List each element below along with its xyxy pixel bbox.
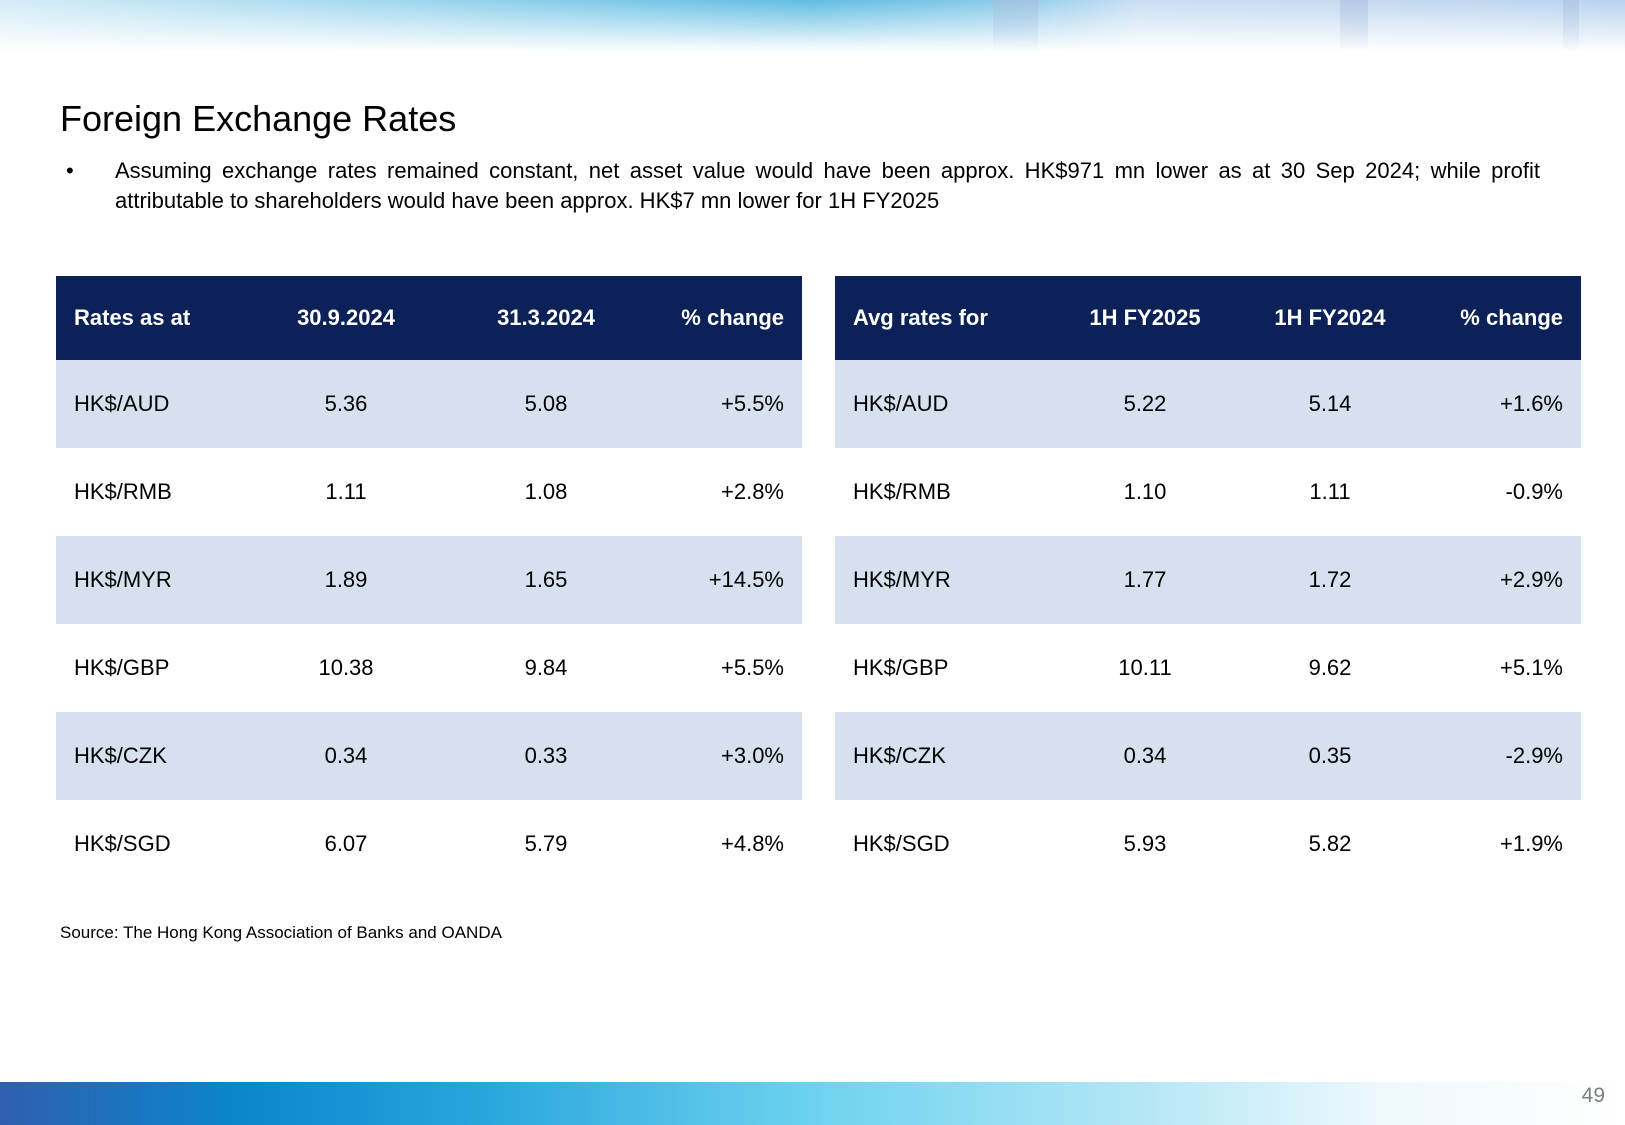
source-note: Source: The Hong Kong Association of Ban…: [60, 923, 502, 942]
rate-cell: 5.14: [1245, 360, 1415, 448]
rate-cell: 5.93: [1123, 831, 1167, 856]
currency-pair-cell: HK$/MYR: [56, 536, 246, 624]
currency-pair-cell: HK$/SGD: [74, 831, 171, 856]
period-end-rates-table: Rates as at 30.9.2024 31.3.2024 % change…: [56, 276, 802, 888]
table-row: HK$/CZK 0.34 0.33 +3.0%: [56, 712, 802, 800]
average-rates-table: Avg rates for 1H FY2025 1H FY2024 % chan…: [835, 276, 1581, 888]
rate-cell: 9.62: [1308, 655, 1352, 680]
rate-cell: 6.07: [324, 831, 368, 856]
bullet-icon: •: [66, 158, 74, 183]
currency-pair-cell: HK$/CZK: [56, 712, 246, 800]
table-row: HK$/MYR 1.89 1.65 +14.5%: [56, 536, 802, 624]
table-row: HK$/MYR 1.77 1.72 +2.9%: [835, 536, 1581, 624]
table-row: HK$/SGD 5.93 5.82 +1.9%: [835, 800, 1581, 888]
banner-block: [993, 0, 1038, 52]
rate-cell: 5.82: [1308, 831, 1352, 856]
currency-pair-cell: HK$/SGD: [853, 831, 950, 856]
rate-cell: 1.77: [1045, 536, 1245, 624]
rate-cell: 1.72: [1245, 536, 1415, 624]
currency-pair-cell: HK$/GBP: [853, 655, 949, 680]
column-header: 31.3.2024: [446, 276, 646, 360]
table-row: HK$/AUD 5.22 5.14 +1.6%: [835, 360, 1581, 448]
currency-pair-cell: HK$/CZK: [835, 712, 1045, 800]
table-row: HK$/AUD 5.36 5.08 +5.5%: [56, 360, 802, 448]
top-banner: [0, 0, 1625, 52]
rate-cell: 5.22: [1045, 360, 1245, 448]
bullet-text: Assuming exchange rates remained constan…: [115, 158, 1540, 213]
column-header: 30.9.2024: [246, 276, 446, 360]
banner-block: [1340, 0, 1368, 52]
column-header: % change: [1415, 276, 1581, 360]
currency-pair-cell: HK$/GBP: [74, 655, 170, 680]
rate-cell: 1.08: [524, 479, 568, 504]
change-cell: +14.5%: [646, 536, 802, 624]
rate-cell: 10.38: [318, 655, 374, 680]
table-header-row: Avg rates for 1H FY2025 1H FY2024 % chan…: [835, 276, 1581, 360]
change-cell: -0.9%: [1505, 479, 1563, 504]
currency-pair-cell: HK$/AUD: [56, 360, 246, 448]
rate-cell: 0.33: [446, 712, 646, 800]
rate-cell: 0.34: [1045, 712, 1245, 800]
rate-cell: 1.11: [1309, 479, 1351, 504]
table-row: HK$/RMB 1.11 1.08 +2.8%: [56, 448, 802, 536]
change-cell: +5.1%: [1500, 655, 1563, 680]
table-row: HK$/RMB 1.10 1.11 -0.9%: [835, 448, 1581, 536]
currency-pair-cell: HK$/MYR: [835, 536, 1045, 624]
rate-cell: 5.08: [446, 360, 646, 448]
column-header: Rates as at: [56, 276, 246, 360]
page-title: Foreign Exchange Rates: [60, 98, 457, 139]
column-header: 1H FY2025: [1045, 276, 1245, 360]
change-cell: +1.9%: [1500, 831, 1563, 856]
change-cell: +5.5%: [721, 655, 784, 680]
rate-cell: 5.79: [524, 831, 568, 856]
currency-pair-cell: HK$/AUD: [835, 360, 1045, 448]
change-cell: +5.5%: [646, 360, 802, 448]
rate-cell: 1.10: [1123, 479, 1167, 504]
table-row: HK$/GBP 10.38 9.84 +5.5%: [56, 624, 802, 712]
currency-pair-cell: HK$/RMB: [853, 479, 951, 504]
rate-cell: 1.89: [246, 536, 446, 624]
table-header-row: Rates as at 30.9.2024 31.3.2024 % change: [56, 276, 802, 360]
rate-cell: 10.11: [1118, 655, 1172, 680]
column-header: % change: [646, 276, 802, 360]
banner-block: [1563, 0, 1579, 52]
change-cell: +4.8%: [721, 831, 784, 856]
bullet-point: • Assuming exchange rates remained const…: [60, 156, 1540, 216]
table-row: HK$/CZK 0.34 0.35 -2.9%: [835, 712, 1581, 800]
rate-cell: 9.84: [524, 655, 568, 680]
table-row: HK$/SGD 6.07 5.79 +4.8%: [56, 800, 802, 888]
table-row: HK$/GBP 10.11 9.62 +5.1%: [835, 624, 1581, 712]
rate-cell: 0.35: [1245, 712, 1415, 800]
column-header: 1H FY2024: [1245, 276, 1415, 360]
bottom-banner: [0, 1082, 1625, 1125]
rate-cell: 1.65: [446, 536, 646, 624]
change-cell: +1.6%: [1415, 360, 1581, 448]
rate-cell: 5.36: [246, 360, 446, 448]
change-cell: -2.9%: [1415, 712, 1581, 800]
change-cell: +2.9%: [1415, 536, 1581, 624]
change-cell: +3.0%: [646, 712, 802, 800]
change-cell: +2.8%: [721, 479, 784, 504]
currency-pair-cell: HK$/RMB: [74, 479, 172, 504]
page-number: 49: [1581, 1084, 1605, 1107]
rate-cell: 0.34: [246, 712, 446, 800]
rate-cell: 1.11: [325, 479, 367, 504]
column-header: Avg rates for: [835, 276, 1045, 360]
